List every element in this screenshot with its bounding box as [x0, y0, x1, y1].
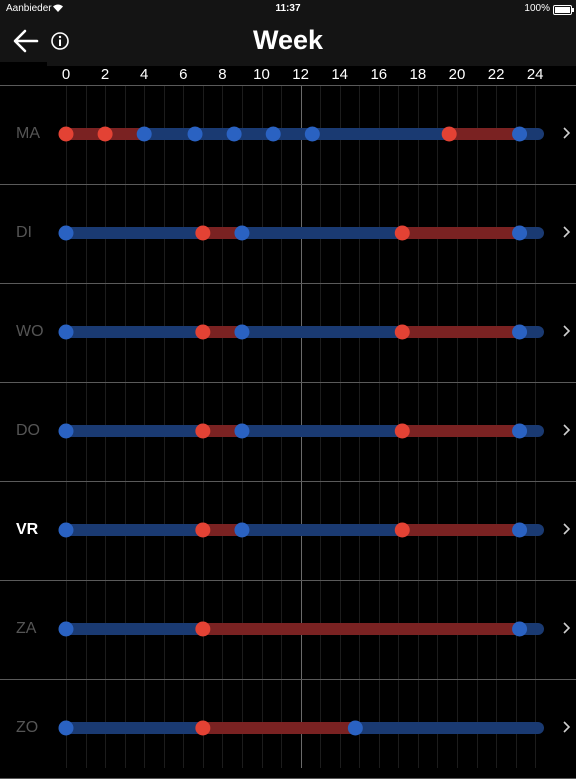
- header-extension: [47, 62, 576, 66]
- row-divider: [0, 481, 576, 482]
- blue-switch-point[interactable]: [58, 324, 74, 340]
- battery-percentage: 100%: [524, 3, 550, 14]
- blue-switch-point[interactable]: [58, 423, 74, 439]
- red-switch-point[interactable]: [195, 324, 211, 340]
- row-divider: [0, 580, 576, 581]
- page-title: Week: [252, 25, 324, 55]
- chevron-right-icon[interactable]: [560, 222, 574, 242]
- day-timeline: [58, 522, 544, 538]
- hour-tick-label: 2: [100, 66, 110, 83]
- day-row-zo[interactable]: ZO: [0, 680, 576, 779]
- day-label: DO: [16, 422, 40, 439]
- blue-switch-point[interactable]: [234, 522, 250, 538]
- red-switch-point[interactable]: [97, 126, 113, 142]
- day-label: DI: [16, 224, 32, 241]
- hour-tick-label: 0: [61, 66, 71, 83]
- red-switch-point[interactable]: [195, 522, 211, 538]
- chevron-right-icon[interactable]: [560, 321, 574, 341]
- axis-divider: [0, 85, 576, 86]
- blue-switch-point[interactable]: [136, 126, 152, 142]
- back-arrow-icon[interactable]: [10, 26, 42, 56]
- day-timeline: [58, 423, 544, 439]
- day-label: ZO: [16, 719, 39, 736]
- row-divider: [0, 184, 576, 185]
- hour-tick-label: 16: [370, 66, 388, 83]
- hour-tick-label: 20: [448, 66, 466, 83]
- red-switch-point[interactable]: [195, 720, 211, 736]
- row-divider: [0, 382, 576, 383]
- blue-switch-point[interactable]: [512, 423, 528, 439]
- hour-tick-label: 6: [179, 66, 188, 83]
- chevron-right-icon[interactable]: [560, 717, 574, 737]
- blue-switch-point[interactable]: [226, 126, 242, 142]
- blue-switch-point[interactable]: [58, 522, 74, 538]
- red-switch-point[interactable]: [394, 522, 410, 538]
- day-row-wo[interactable]: WO: [0, 284, 576, 383]
- red-switch-point[interactable]: [195, 621, 211, 637]
- blue-switch-point[interactable]: [347, 720, 363, 736]
- chevron-right-icon[interactable]: [560, 519, 574, 539]
- blue-switch-point[interactable]: [512, 522, 528, 538]
- status-time: 11:37: [275, 3, 301, 14]
- info-icon[interactable]: [50, 31, 70, 51]
- row-divider: [0, 283, 576, 284]
- hour-tick-label: 22: [487, 66, 505, 83]
- hour-tick-label: 12: [292, 66, 309, 83]
- hour-tick-label: 14: [331, 66, 349, 83]
- red-switch-point[interactable]: [195, 423, 211, 439]
- day-label: VR: [16, 521, 39, 538]
- hour-tick-label: 24: [526, 66, 544, 83]
- blue-switch-point[interactable]: [234, 225, 250, 241]
- chevron-right-icon[interactable]: [560, 420, 574, 440]
- hour-tick-label: 8: [218, 66, 227, 83]
- red-switch-point[interactable]: [394, 423, 410, 439]
- carrier-label: Aanbieder: [6, 3, 52, 14]
- day-row-za[interactable]: ZA: [0, 581, 576, 680]
- blue-switch-point[interactable]: [234, 324, 250, 340]
- day-row-vr[interactable]: VR: [0, 482, 576, 581]
- red-switch-point[interactable]: [394, 225, 410, 241]
- day-row-di[interactable]: DI: [0, 185, 576, 284]
- day-timeline: [58, 621, 544, 637]
- hour-tick-label: 10: [253, 66, 270, 83]
- status-bar: Aanbieder 11:37 100%: [0, 0, 576, 18]
- day-label: ZA: [16, 620, 37, 637]
- blue-switch-point[interactable]: [512, 225, 528, 241]
- day-timeline: [58, 126, 544, 142]
- row-divider: [0, 679, 576, 680]
- hour-tick-label: 4: [140, 66, 149, 83]
- blue-switch-point[interactable]: [512, 324, 528, 340]
- blue-switch-point[interactable]: [187, 126, 203, 142]
- chevron-right-icon[interactable]: [560, 123, 574, 143]
- blue-switch-point[interactable]: [58, 621, 74, 637]
- day-row-ma[interactable]: MA: [0, 86, 576, 185]
- blue-switch-point[interactable]: [265, 126, 281, 142]
- blue-switch-point[interactable]: [304, 126, 320, 142]
- red-switch-point[interactable]: [58, 126, 74, 142]
- red-switch-point[interactable]: [195, 225, 211, 241]
- blue-switch-point[interactable]: [234, 423, 250, 439]
- red-switch-point[interactable]: [441, 126, 457, 142]
- hour-tick-label: 18: [409, 66, 427, 83]
- blue-switch-point[interactable]: [512, 621, 528, 637]
- wifi-icon: [53, 4, 63, 12]
- chevron-right-icon[interactable]: [560, 618, 574, 638]
- day-row-do[interactable]: DO: [0, 383, 576, 482]
- red-switch-point[interactable]: [394, 324, 410, 340]
- navigation-bar: Week: [0, 18, 576, 62]
- blue-switch-point[interactable]: [58, 720, 74, 736]
- day-timeline: [58, 720, 544, 736]
- blue-switch-point[interactable]: [512, 126, 528, 142]
- day-timeline: [58, 324, 544, 340]
- blue-switch-point[interactable]: [58, 225, 74, 241]
- day-timeline: [58, 225, 544, 241]
- day-label: MA: [16, 125, 40, 142]
- battery-icon: [553, 5, 574, 15]
- day-label: WO: [16, 323, 44, 340]
